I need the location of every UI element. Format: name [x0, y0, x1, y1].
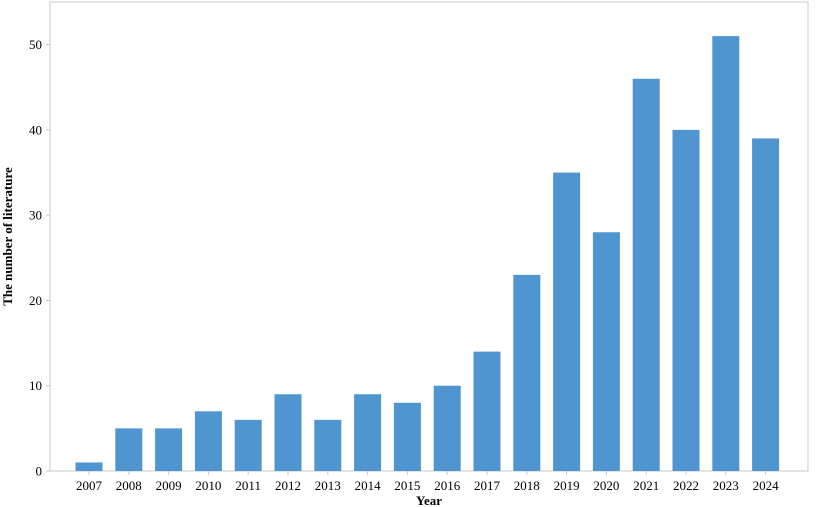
x-axis: 2007 2008 2009 2010 2011 2012 2013 2014 2015 2016…: [76, 471, 779, 493]
y-tick-label: 10: [29, 378, 42, 393]
y-tick-label: 0: [36, 464, 43, 479]
y-tick-label: 50: [29, 37, 42, 52]
y-axis: 0 10 20 30 40 50: [29, 37, 50, 479]
x-tick-label: 2018: [514, 478, 540, 493]
x-tick-label: 2012: [275, 478, 301, 493]
x-axis-title: Year: [416, 493, 442, 507]
bar-2020: [592, 232, 620, 471]
bar-2007: [75, 462, 103, 471]
x-tick-label: 2017: [474, 478, 501, 493]
x-tick-label: 2008: [116, 478, 142, 493]
x-tick-label: 2021: [633, 478, 659, 493]
bar-2008: [115, 428, 143, 471]
y-tick-label: 40: [29, 122, 42, 137]
x-tick-label: 2024: [753, 478, 780, 493]
x-tick-label: 2022: [673, 478, 699, 493]
y-axis-title: The number of literature: [0, 167, 15, 306]
x-tick-label: 2016: [434, 478, 461, 493]
bar-2018: [513, 274, 541, 471]
bar-2016: [433, 385, 461, 471]
x-tick-label: 2007: [76, 478, 103, 493]
bar-2014: [354, 394, 382, 471]
bar-2013: [314, 419, 342, 471]
bar-2009: [155, 428, 183, 471]
plot-frame: [49, 1, 809, 472]
y-tick-label: 20: [29, 293, 42, 308]
x-tick-label: 2019: [554, 478, 580, 493]
bar-2024: [752, 138, 780, 471]
bar-2017: [473, 351, 501, 471]
x-tick-label: 2014: [355, 478, 382, 493]
x-tick-label: 2013: [315, 478, 341, 493]
x-tick-label: 2009: [156, 478, 182, 493]
bar-2011: [234, 419, 262, 471]
x-tick-label: 2023: [713, 478, 739, 493]
bar-2010: [194, 411, 222, 471]
bar-2019: [553, 172, 581, 472]
x-tick-label: 2020: [593, 478, 619, 493]
x-tick-label: 2015: [394, 478, 420, 493]
x-tick-label: 2011: [235, 478, 261, 493]
bar-2021: [632, 78, 660, 471]
y-tick-label: 30: [29, 208, 42, 223]
bar-2015: [393, 402, 421, 471]
bar-2023: [712, 36, 740, 472]
x-tick-label: 2010: [195, 478, 221, 493]
bar-2012: [274, 394, 302, 471]
bar-2022: [672, 129, 700, 471]
bars: [75, 36, 780, 472]
